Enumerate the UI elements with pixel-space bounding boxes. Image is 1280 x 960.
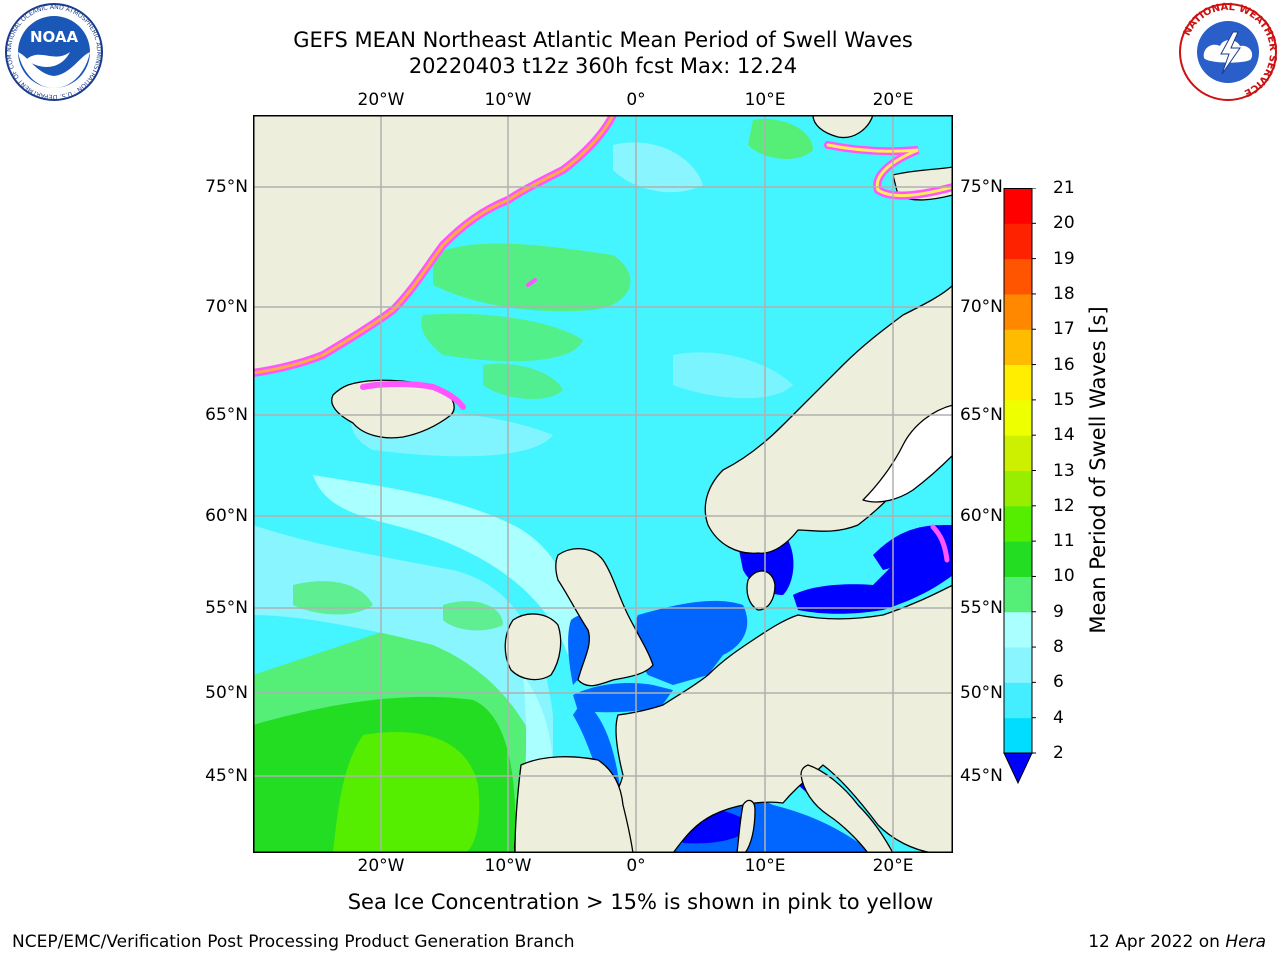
colorbar-under-arrow (1003, 752, 1033, 785)
footer-date: 12 Apr 2022 on Hera (1088, 932, 1266, 952)
colorbar-segment (1004, 364, 1032, 401)
colorbar-tick-label: 12 (1053, 495, 1075, 516)
colorbar-tick-label: 4 (1053, 707, 1064, 728)
footer-date-text: 12 Apr 2022 on (1088, 932, 1220, 952)
footer-credit: NCEP/EMC/Verification Post Processing Pr… (12, 932, 575, 952)
lat-tick-left: 65°N (205, 405, 248, 425)
lon-tick-bottom: 10°E (744, 856, 786, 876)
colorbar-tick-label: 15 (1053, 389, 1075, 410)
colorbar-segment (1004, 505, 1032, 542)
italy (800, 764, 894, 853)
noaa-text: NOAA (30, 28, 79, 46)
lat-tick-left: 45°N (205, 766, 248, 786)
colorbar-segment (1004, 435, 1032, 471)
colorbar-segment (1004, 223, 1032, 260)
lon-tick-bottom: 0° (626, 856, 646, 876)
lat-tick-right: 50°N (960, 683, 1003, 703)
sea-ice (253, 115, 953, 563)
colorbar-tick-label: 13 (1053, 460, 1075, 481)
lon-tick-bottom: 20°W (357, 856, 405, 876)
colorbar-tick-label: 21 (1053, 178, 1075, 198)
lon-tick-bottom: 20°E (872, 856, 914, 876)
colorbar-tick-label: 19 (1053, 248, 1075, 269)
colorbar-segment (1004, 258, 1032, 295)
lat-tick-right: 70°N (960, 297, 1003, 317)
lat-tick-left: 70°N (205, 297, 248, 317)
lon-tick-top: 10°W (484, 90, 532, 110)
lat-tick-right: 60°N (960, 506, 1003, 526)
map-panel (253, 115, 953, 853)
sea-ice-note: Sea Ice Concentration > 15% is shown in … (347, 890, 934, 914)
colorbar-segment (1004, 717, 1032, 754)
lat-tick-right: 75°N (960, 177, 1003, 197)
lat-tick-right: 55°N (960, 598, 1003, 618)
lon-tick-top: 20°W (357, 90, 405, 110)
lat-tick-left: 50°N (205, 683, 248, 703)
ireland (504, 613, 562, 681)
colorbar-segment (1004, 399, 1032, 436)
great-britain (555, 548, 654, 687)
lon-tick-top: 10°E (744, 90, 786, 110)
lon-tick-bottom: 10°W (484, 856, 532, 876)
footer-machine: Hera (1225, 932, 1266, 952)
colorbar-tick-label: 16 (1053, 354, 1075, 375)
chart-subtitle: 20220403 t12z 360h fcst Max: 12.24 (408, 54, 798, 78)
colorbar-label: Mean Period of Swell Waves [s] (1086, 306, 1110, 634)
colorbar-segment (1004, 329, 1032, 366)
colorbar-segment (1004, 188, 1032, 224)
svalbard (812, 115, 874, 139)
colorbar-tick-label: 2 (1053, 743, 1064, 763)
lon-tick-top: 20°E (872, 90, 914, 110)
colorbar-tick-label: 20 (1053, 213, 1075, 234)
colorbar-tick-label: 8 (1053, 637, 1064, 658)
colorbar (1003, 188, 1036, 785)
colorbar-segment (1004, 682, 1032, 719)
colorbar-tick-label: 6 (1053, 672, 1064, 693)
colorbar-segment (1004, 611, 1032, 648)
colorbar-tick-label: 17 (1053, 319, 1075, 340)
colorbar-segment (1004, 647, 1032, 683)
lat-tick-right: 45°N (960, 766, 1003, 786)
iberia (514, 756, 634, 853)
lat-tick-left: 60°N (205, 506, 248, 526)
colorbar-segment (1004, 541, 1032, 577)
colorbar-segment (1004, 293, 1032, 330)
chart-title: GEFS MEAN Northeast Atlantic Mean Period… (293, 28, 913, 52)
lon-tick-top: 0° (626, 90, 646, 110)
colorbar-tick-label: 11 (1053, 531, 1075, 552)
colorbar-segment (1004, 576, 1032, 613)
colorbar-tick-label: 10 (1053, 566, 1075, 587)
colorbar-tick-label: 14 (1053, 425, 1075, 446)
nws-logo: NATIONAL WEATHER SERVICE (1179, 2, 1278, 101)
lat-tick-left: 75°N (205, 177, 248, 197)
colorbar-tick-label: 9 (1053, 601, 1064, 622)
graticule (253, 115, 953, 853)
noaa-logo: NATIONAL OCEANIC AND ATMOSPHERIC ADMINIS… (4, 2, 103, 101)
colorbar-segment (1004, 470, 1032, 507)
colorbar-tick-label: 18 (1053, 283, 1075, 304)
lat-tick-left: 55°N (205, 598, 248, 618)
lat-tick-right: 65°N (960, 405, 1003, 425)
